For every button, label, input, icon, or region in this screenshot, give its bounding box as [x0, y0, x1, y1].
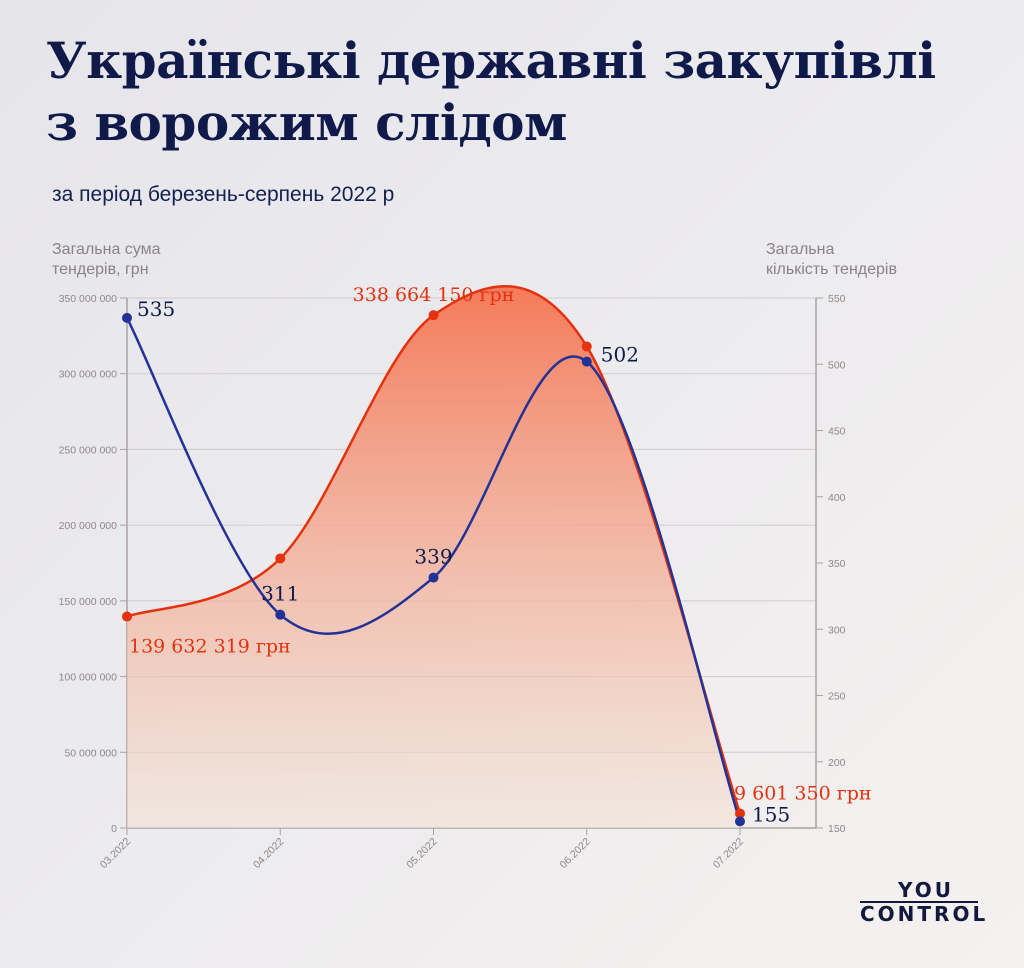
count-series-line [125, 317, 742, 822]
right-axis-tick-label: 300 [828, 624, 846, 636]
count-data-point [428, 572, 439, 583]
title-line-1: Українські державні закупівлі [46, 31, 936, 90]
count-data-point [581, 356, 592, 367]
count-data-point [122, 312, 132, 323]
right-axis-tick-label: 200 [828, 757, 846, 769]
left-axis-tick-label: 200 000 000 [59, 520, 118, 532]
left-axis-tick-label: 350 000 000 [59, 293, 118, 305]
right-axis-tick-label: 350 [828, 558, 846, 570]
right-axis-title-line: кількість тендерів [766, 261, 897, 278]
left-axis-tick-label: 250 000 000 [59, 444, 118, 456]
x-axis-tick-label: 04.2022 [251, 836, 286, 871]
title-line-2: з ворожим слідом [46, 93, 567, 152]
count-data-label: 535 [137, 297, 175, 321]
sum-area-fill [127, 286, 740, 829]
sum-data-point [428, 310, 439, 321]
right-axis-tick-label: 550 [828, 293, 846, 305]
right-axis-tick-label: 250 [828, 691, 846, 703]
left-axis-title: Загальна сума тендерів, грн [52, 240, 161, 280]
sum-data-label: 338 664 150 грн [353, 284, 515, 306]
right-axis-tick-label: 400 [828, 492, 846, 504]
left-axis-tick-label: 100 000 000 [59, 672, 118, 684]
x-axis-tick-label: 06.2022 [558, 836, 593, 871]
count-data-label: 339 [414, 545, 452, 569]
chart-subtitle: за період березень-серпень 2022 р [52, 183, 395, 206]
sum-data-point [581, 341, 592, 352]
left-axis-tick-label: 0 [111, 823, 117, 835]
right-axis-tick-label: 450 [828, 426, 846, 438]
sum-data-label: 9 601 350 грн [734, 782, 872, 804]
left-axis-title-line: тендерів, грн [52, 261, 149, 278]
sum-data-label: 139 632 319 грн [129, 636, 291, 658]
count-data-point [275, 609, 286, 620]
count-data-point [735, 816, 745, 827]
left-axis-title-line: Загальна сума [52, 241, 161, 258]
chart-title: Українські державні закупівлі з ворожим с… [46, 30, 936, 154]
x-axis-tick-label: 05.2022 [404, 836, 439, 871]
right-axis-tick-label: 150 [828, 823, 846, 835]
left-axis-tick-label: 50 000 000 [64, 747, 117, 759]
sum-data-point [275, 553, 286, 564]
count-data-label: 311 [261, 582, 299, 606]
x-axis-tick-label: 07.2022 [711, 836, 746, 871]
left-axis-tick-label: 300 000 000 [59, 369, 118, 381]
left-axis-tick-label: 150 000 000 [59, 596, 118, 608]
x-axis-tick-label: 03.2022 [98, 836, 133, 871]
count-data-label: 155 [752, 802, 790, 826]
count-data-label: 502 [601, 343, 639, 367]
right-axis-title: Загальна кількість тендерів [766, 240, 897, 280]
sum-data-point [735, 808, 745, 819]
right-axis-tick-label: 500 [828, 359, 846, 371]
right-axis-title-line: Загальна [766, 241, 835, 258]
sum-data-point [122, 611, 132, 622]
